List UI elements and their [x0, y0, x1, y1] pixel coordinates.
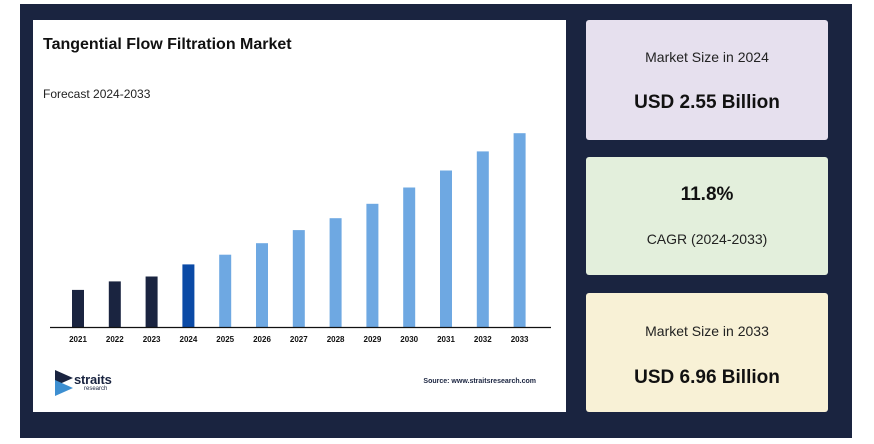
chart-panel: Tangential Flow Filtration Market Foreca…	[33, 20, 566, 412]
x-tick-label-2033: 2033	[511, 335, 529, 344]
bar-2031	[440, 170, 452, 327]
x-tick-label-2025: 2025	[216, 335, 234, 344]
bar-2026	[256, 243, 268, 327]
bar-2022	[108, 281, 121, 327]
x-tick-label-2021: 2021	[69, 335, 87, 344]
bar-2021	[72, 289, 84, 327]
x-tick-label-2031: 2031	[437, 335, 455, 344]
bar-2032	[476, 151, 489, 327]
stat-value: USD 6.96 Billion	[634, 367, 780, 388]
bar-2027	[292, 230, 305, 327]
bar-2030	[403, 187, 416, 327]
source-note: Source: www.straitsresearch.com	[423, 378, 536, 385]
x-tick-label-2032: 2032	[474, 335, 492, 344]
x-tick-label-2023: 2023	[143, 335, 161, 344]
stat-label: CAGR (2024-2033)	[646, 231, 768, 247]
x-tick-label-2024: 2024	[180, 335, 198, 344]
x-tick-label-2030: 2030	[400, 335, 418, 344]
stat-label: Market Size in 2024	[645, 49, 769, 65]
bar-2033	[513, 133, 526, 327]
bar-chart: 2021 2022 2023 2024 2025 2026 2027 2028 2029 2030…	[50, 133, 551, 344]
x-tick-label-2027: 2027	[290, 335, 308, 344]
straits-logo: straits research	[53, 368, 133, 398]
logo-name: straits	[74, 372, 112, 387]
stat-card-market-size-2033: Market Size in 2033 USD 6.96 Billion	[586, 293, 828, 412]
stat-card-market-size-2024: Market Size in 2024 USD 2.55 Billion	[586, 20, 828, 140]
chart-title: Tangential Flow Filtration Market	[43, 36, 292, 53]
bar-2024	[182, 264, 195, 327]
x-tick-label-2028: 2028	[327, 335, 345, 344]
stat-value: USD 2.55 Billion	[634, 92, 780, 113]
stat-value: 11.8%	[680, 184, 734, 205]
stat-card-cagr: 11.8% CAGR (2024-2033)	[586, 157, 828, 275]
bar-2029	[366, 203, 379, 327]
x-tick-label-2022: 2022	[106, 335, 124, 344]
logo-subtext: research	[84, 386, 108, 392]
bar-2025	[219, 254, 232, 327]
x-tick-label-2029: 2029	[364, 335, 382, 344]
x-tick-label-2026: 2026	[253, 335, 271, 344]
bar-2028	[329, 218, 342, 327]
chart-subtitle: Forecast 2024-2033	[43, 87, 151, 101]
straits-logo-icon	[55, 370, 73, 396]
bar-2023	[145, 276, 158, 327]
stat-label: Market Size in 2033	[645, 323, 769, 339]
